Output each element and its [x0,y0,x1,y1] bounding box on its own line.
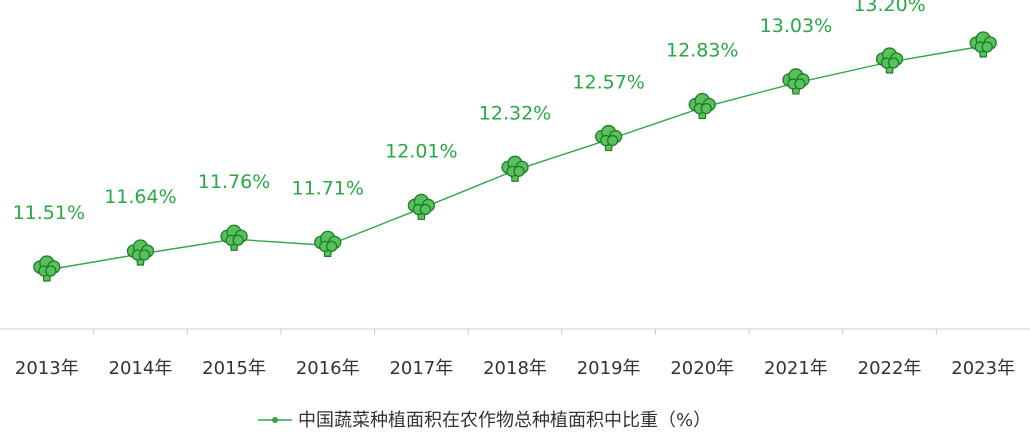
x-tick-label: 2014年 [109,358,173,379]
data-label: 11.76% [198,171,270,193]
broccoli-icon [501,155,529,182]
legend-marker-swatch [272,417,278,423]
data-label: 13.03% [760,15,832,37]
data-label: 12.32% [479,102,551,124]
broccoli-icon [688,92,716,120]
data-label: 11.64% [104,186,176,208]
x-tick-label: 2017年 [389,358,453,379]
broccoli-icon [969,31,997,58]
broccoli-icon [407,193,436,221]
x-tick-label: 2016年 [296,358,360,379]
x-tick-label: 2020年 [670,358,734,379]
x-tick-label: 2019年 [577,358,641,379]
data-label: 12.83% [666,40,738,62]
data-label: 13.20% [853,0,925,16]
marker-group [33,31,997,282]
broccoli-icon [314,230,342,257]
x-tick-label: 2022年 [858,358,922,379]
x-tick-label: 2021年 [764,358,828,379]
x-tick-label: 2015年 [202,358,266,379]
x-tick-label: 2018年 [483,358,547,379]
data-label: 11.71% [292,177,364,199]
x-tick-label: 2023年 [951,358,1015,379]
broccoli-icon [126,239,155,266]
x-tick-label: 2013年 [15,358,79,379]
data-label: 12.01% [385,140,457,162]
broccoli-icon [875,47,904,74]
broccoli-icon [33,255,61,282]
legend: 中国蔬菜种植面积在农作物总种植面积中比重（%） [258,410,711,431]
broccoli-icon [594,124,623,152]
data-label-group: 11.51% 11.64% 11.76% 11.71% 12.01% 12.32% 12.5… [13,0,926,224]
x-tick-label-group: 2013年 2014年 2015年 2016年 2017年 2018年 2019年 2020年… [15,358,1015,379]
x-axis [0,328,1030,335]
broccoli-icon [220,224,248,251]
data-label: 12.57% [572,72,644,94]
data-label: 11.51% [13,202,85,224]
broccoli-icon [782,68,810,95]
legend-label: 中国蔬菜种植面积在农作物总种植面积中比重（%） [298,410,711,431]
